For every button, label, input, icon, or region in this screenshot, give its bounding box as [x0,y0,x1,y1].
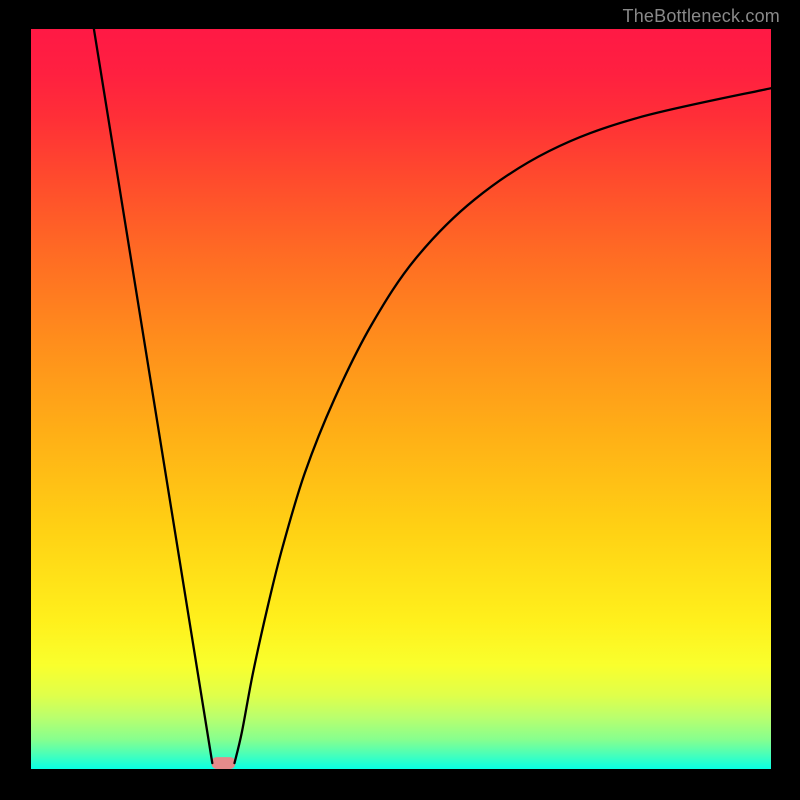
gradient-background [31,29,771,769]
plot-area [31,29,771,769]
vertex-marker [212,757,236,769]
chart-svg [31,29,771,769]
watermark-text: TheBottleneck.com [623,6,780,27]
figure-container: { "watermark": { "text": "TheBottleneck.… [0,0,800,800]
